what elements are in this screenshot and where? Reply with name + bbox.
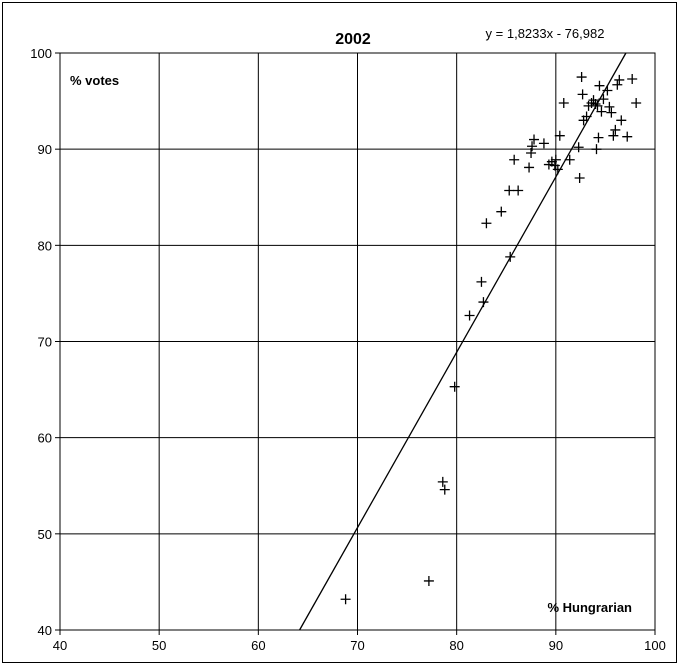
data-point bbox=[596, 106, 607, 117]
data-point bbox=[513, 185, 524, 196]
data-point bbox=[529, 134, 540, 145]
data-point bbox=[622, 131, 633, 142]
y-tick-label: 100 bbox=[30, 46, 52, 61]
data-point bbox=[527, 141, 538, 152]
data-point bbox=[526, 148, 537, 159]
data-point bbox=[524, 162, 535, 173]
data-point bbox=[573, 142, 584, 153]
data-point bbox=[423, 575, 434, 586]
data-point bbox=[591, 144, 602, 155]
data-point bbox=[481, 218, 492, 229]
data-point bbox=[594, 80, 605, 91]
data-point bbox=[437, 476, 448, 487]
data-point bbox=[608, 130, 619, 141]
data-point bbox=[552, 164, 563, 175]
data-point bbox=[598, 94, 609, 105]
data-point bbox=[593, 132, 604, 143]
data-point bbox=[604, 101, 615, 112]
data-point bbox=[612, 79, 623, 90]
data-points bbox=[340, 72, 642, 605]
data-point bbox=[627, 73, 638, 84]
x-tick-label: 90 bbox=[549, 638, 563, 653]
y-tick-label: 70 bbox=[38, 335, 52, 350]
y-axis-ticks: 40 50 60 70 80 90 100 bbox=[30, 46, 60, 638]
data-point bbox=[616, 115, 627, 126]
trendline bbox=[299, 52, 627, 631]
data-point bbox=[592, 100, 603, 111]
data-point bbox=[602, 85, 613, 96]
data-point bbox=[576, 72, 587, 83]
data-point bbox=[478, 297, 489, 308]
data-point bbox=[574, 173, 585, 184]
data-point bbox=[340, 594, 351, 605]
data-point bbox=[577, 89, 588, 100]
x-tick-label: 80 bbox=[449, 638, 463, 653]
data-point bbox=[550, 154, 561, 165]
data-point bbox=[509, 154, 520, 165]
data-point bbox=[496, 206, 507, 217]
y-tick-label: 80 bbox=[38, 238, 52, 253]
data-point bbox=[606, 107, 617, 118]
y-tick-label: 90 bbox=[38, 142, 52, 157]
data-point bbox=[581, 111, 592, 122]
x-axis-label: % Hungrarian bbox=[547, 600, 632, 615]
y-tick-label: 40 bbox=[38, 623, 52, 638]
data-point bbox=[476, 276, 487, 287]
data-point bbox=[449, 381, 460, 392]
y-tick-label: 50 bbox=[38, 527, 52, 542]
data-point bbox=[464, 310, 475, 321]
x-axis-ticks: 40 50 60 70 80 90 100 bbox=[53, 630, 666, 653]
data-point bbox=[610, 124, 621, 135]
x-tick-label: 70 bbox=[350, 638, 364, 653]
x-tick-label: 100 bbox=[644, 638, 666, 653]
data-point bbox=[538, 138, 549, 149]
x-tick-label: 40 bbox=[53, 638, 67, 653]
data-point bbox=[590, 98, 601, 109]
grid bbox=[59, 52, 656, 631]
y-tick-label: 60 bbox=[38, 431, 52, 446]
data-point bbox=[631, 98, 642, 109]
data-point bbox=[439, 484, 450, 495]
data-point bbox=[558, 98, 569, 109]
data-point bbox=[564, 154, 575, 165]
trendline-equation: y = 1,8233x - 76,982 bbox=[486, 26, 605, 41]
data-point bbox=[505, 251, 516, 262]
x-tick-label: 50 bbox=[152, 638, 166, 653]
chart-title: 2002 bbox=[335, 31, 371, 48]
data-point bbox=[554, 130, 565, 141]
x-tick-label: 60 bbox=[251, 638, 265, 653]
data-point bbox=[504, 185, 515, 196]
data-point bbox=[614, 74, 625, 85]
y-axis-label: % votes bbox=[70, 73, 119, 88]
